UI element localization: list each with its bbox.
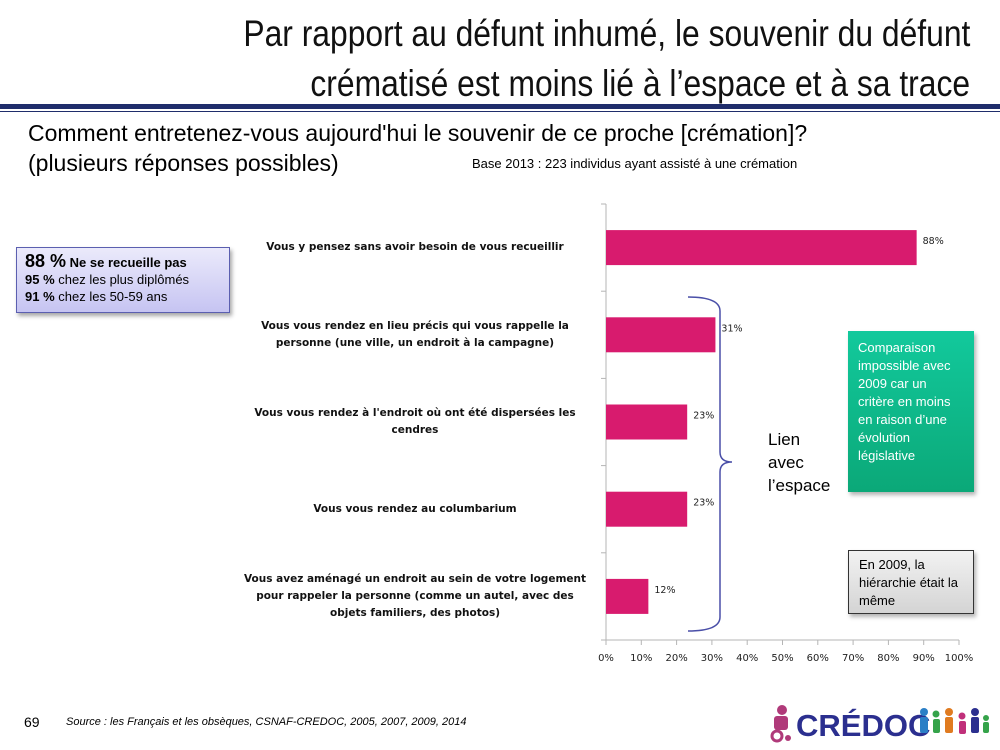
category-label: Vous avez aménagé un endroit au sein de …: [235, 571, 595, 622]
slide-title-line-2: crématisé est moins lié à l’espace et à …: [310, 63, 970, 104]
stats-callout-box: 88 % Ne se recueille pas 95 % chez les p…: [16, 247, 230, 313]
stats-line-1: 88 % Ne se recueille pas: [25, 251, 221, 271]
x-tick-label: 0%: [598, 653, 614, 664]
question-line-2: (plusieurs réponses possibles): [28, 150, 339, 176]
bar-value-label: 88%: [923, 236, 944, 247]
lien-line-3: l’espace: [768, 476, 831, 495]
x-tick-label: 20%: [665, 653, 687, 664]
comparison-note-box: Comparaison impossible avec 2009 car un …: [848, 331, 974, 492]
bar: [606, 404, 688, 440]
credoc-logo: CRÉDOC: [770, 705, 989, 743]
x-tick-label: 50%: [771, 653, 793, 664]
lien-line-1: Lien: [768, 430, 801, 449]
x-tick-label: 90%: [913, 653, 935, 664]
logo-figure-left-icon: [770, 705, 791, 743]
category-label-line: Vous y pensez sans avoir besoin de vous …: [266, 241, 564, 254]
hierarchy-note-box: En 2009, la hiérarchie était la même: [848, 550, 974, 614]
title-divider: [0, 104, 1000, 109]
lien-espace-annotation: Lien avec l’espace: [768, 428, 830, 497]
category-label-line: cendres: [391, 424, 439, 436]
grouping-brace: [687, 296, 733, 632]
stats-line-1-text: Ne se recueille pas: [69, 255, 187, 270]
stats-line-3-value: 91 %: [25, 289, 55, 304]
title-divider-thin: [0, 111, 1000, 112]
bar: [606, 578, 649, 614]
logo-family-icon: [920, 708, 989, 734]
bar: [606, 230, 917, 266]
question-text: Comment entretenez-vous aujourd'hui le s…: [28, 118, 978, 178]
x-tick-label: 40%: [736, 653, 758, 664]
category-label: Vous vous rendez à l'endroit où ont été …: [235, 405, 595, 439]
logo-text: CRÉDOC: [796, 708, 930, 743]
category-label-line: Vous vous rendez en lieu précis qui vous…: [261, 319, 569, 332]
stats-line-2: 95 % chez les plus diplômés: [25, 271, 221, 288]
x-tick-label: 60%: [807, 653, 829, 664]
stats-line-2-value: 95 %: [25, 272, 55, 287]
lien-line-2: avec: [768, 453, 804, 472]
category-label-line: Vous avez aménagé un endroit au sein de …: [244, 572, 586, 585]
stats-line-2-text: chez les plus diplômés: [58, 272, 190, 287]
question-line-1: Comment entretenez-vous aujourd'hui le s…: [28, 120, 808, 146]
category-label-line: personne (une ville, un endroit à la cam…: [275, 336, 555, 349]
category-label: Vous vous rendez en lieu précis qui vous…: [235, 318, 595, 352]
bar-value-label: 31%: [721, 323, 742, 334]
x-tick-label: 30%: [701, 653, 723, 664]
x-tick-label: 10%: [630, 653, 652, 664]
x-tick-label: 70%: [842, 653, 864, 664]
bar: [606, 317, 716, 353]
category-label-line: pour rappeler la personne (comme un aute…: [256, 589, 574, 602]
bar-value-label: 12%: [654, 585, 675, 596]
category-label-line: objets familiers, des photos): [330, 606, 500, 619]
stats-line-3: 91 % chez les 50-59 ans: [25, 288, 221, 305]
stats-line-3-text: chez les 50-59 ans: [58, 289, 168, 304]
bar-value-label: 23%: [693, 498, 714, 509]
category-label-line: Vous vous rendez au columbarium: [313, 502, 517, 515]
category-label: Vous y pensez sans avoir besoin de vous …: [235, 239, 595, 256]
stats-line-1-value: 88 %: [25, 251, 67, 271]
bar-value-label: 23%: [693, 411, 714, 422]
base-note: Base 2013 : 223 individus ayant assisté …: [472, 156, 798, 171]
page-number: 69: [24, 714, 40, 730]
x-tick-label: 80%: [877, 653, 899, 664]
x-tick-label: 100%: [945, 653, 974, 664]
bar: [606, 491, 688, 527]
source-note: Source : les Français et les obsèques, C…: [66, 716, 467, 728]
slide-title-line-1: Par rapport au défunt inhumé, le souveni…: [242, 13, 970, 54]
category-label: Vous vous rendez au columbarium: [235, 501, 595, 518]
category-label-line: Vous vous rendez à l'endroit où ont été …: [254, 407, 576, 419]
